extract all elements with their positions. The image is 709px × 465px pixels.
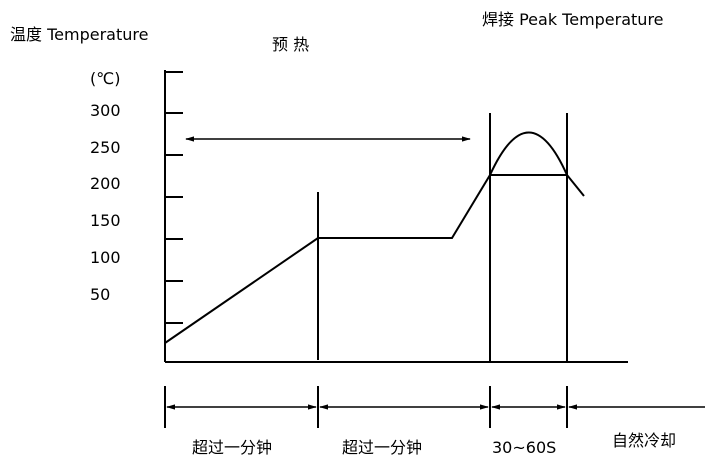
y-tick-label: 300 — [90, 101, 121, 120]
y-tick-marks — [165, 71, 183, 324]
axis-title: 温度 Temperature — [10, 25, 149, 44]
phase-label: 自然冷却 — [612, 431, 677, 450]
preheat-label: 预 热 — [272, 35, 310, 54]
y-tick-label: 100 — [90, 248, 121, 267]
temperature-profile-curve — [164, 131, 585, 344]
phase-label: 超过一分钟 — [342, 438, 423, 457]
y-tick-label: 50 — [90, 285, 111, 304]
phase-label: 超过一分钟 — [192, 438, 273, 457]
y-tick-label: 150 — [90, 211, 121, 230]
y-tick-label: 250 — [90, 138, 121, 157]
peak-label: 焊接 Peak Temperature — [482, 10, 664, 29]
y-tick-label: 200 — [90, 174, 121, 193]
unit-label: (℃) — [90, 69, 121, 88]
phase-label: 30~60S — [492, 438, 557, 457]
phase-bracket — [164, 386, 568, 428]
